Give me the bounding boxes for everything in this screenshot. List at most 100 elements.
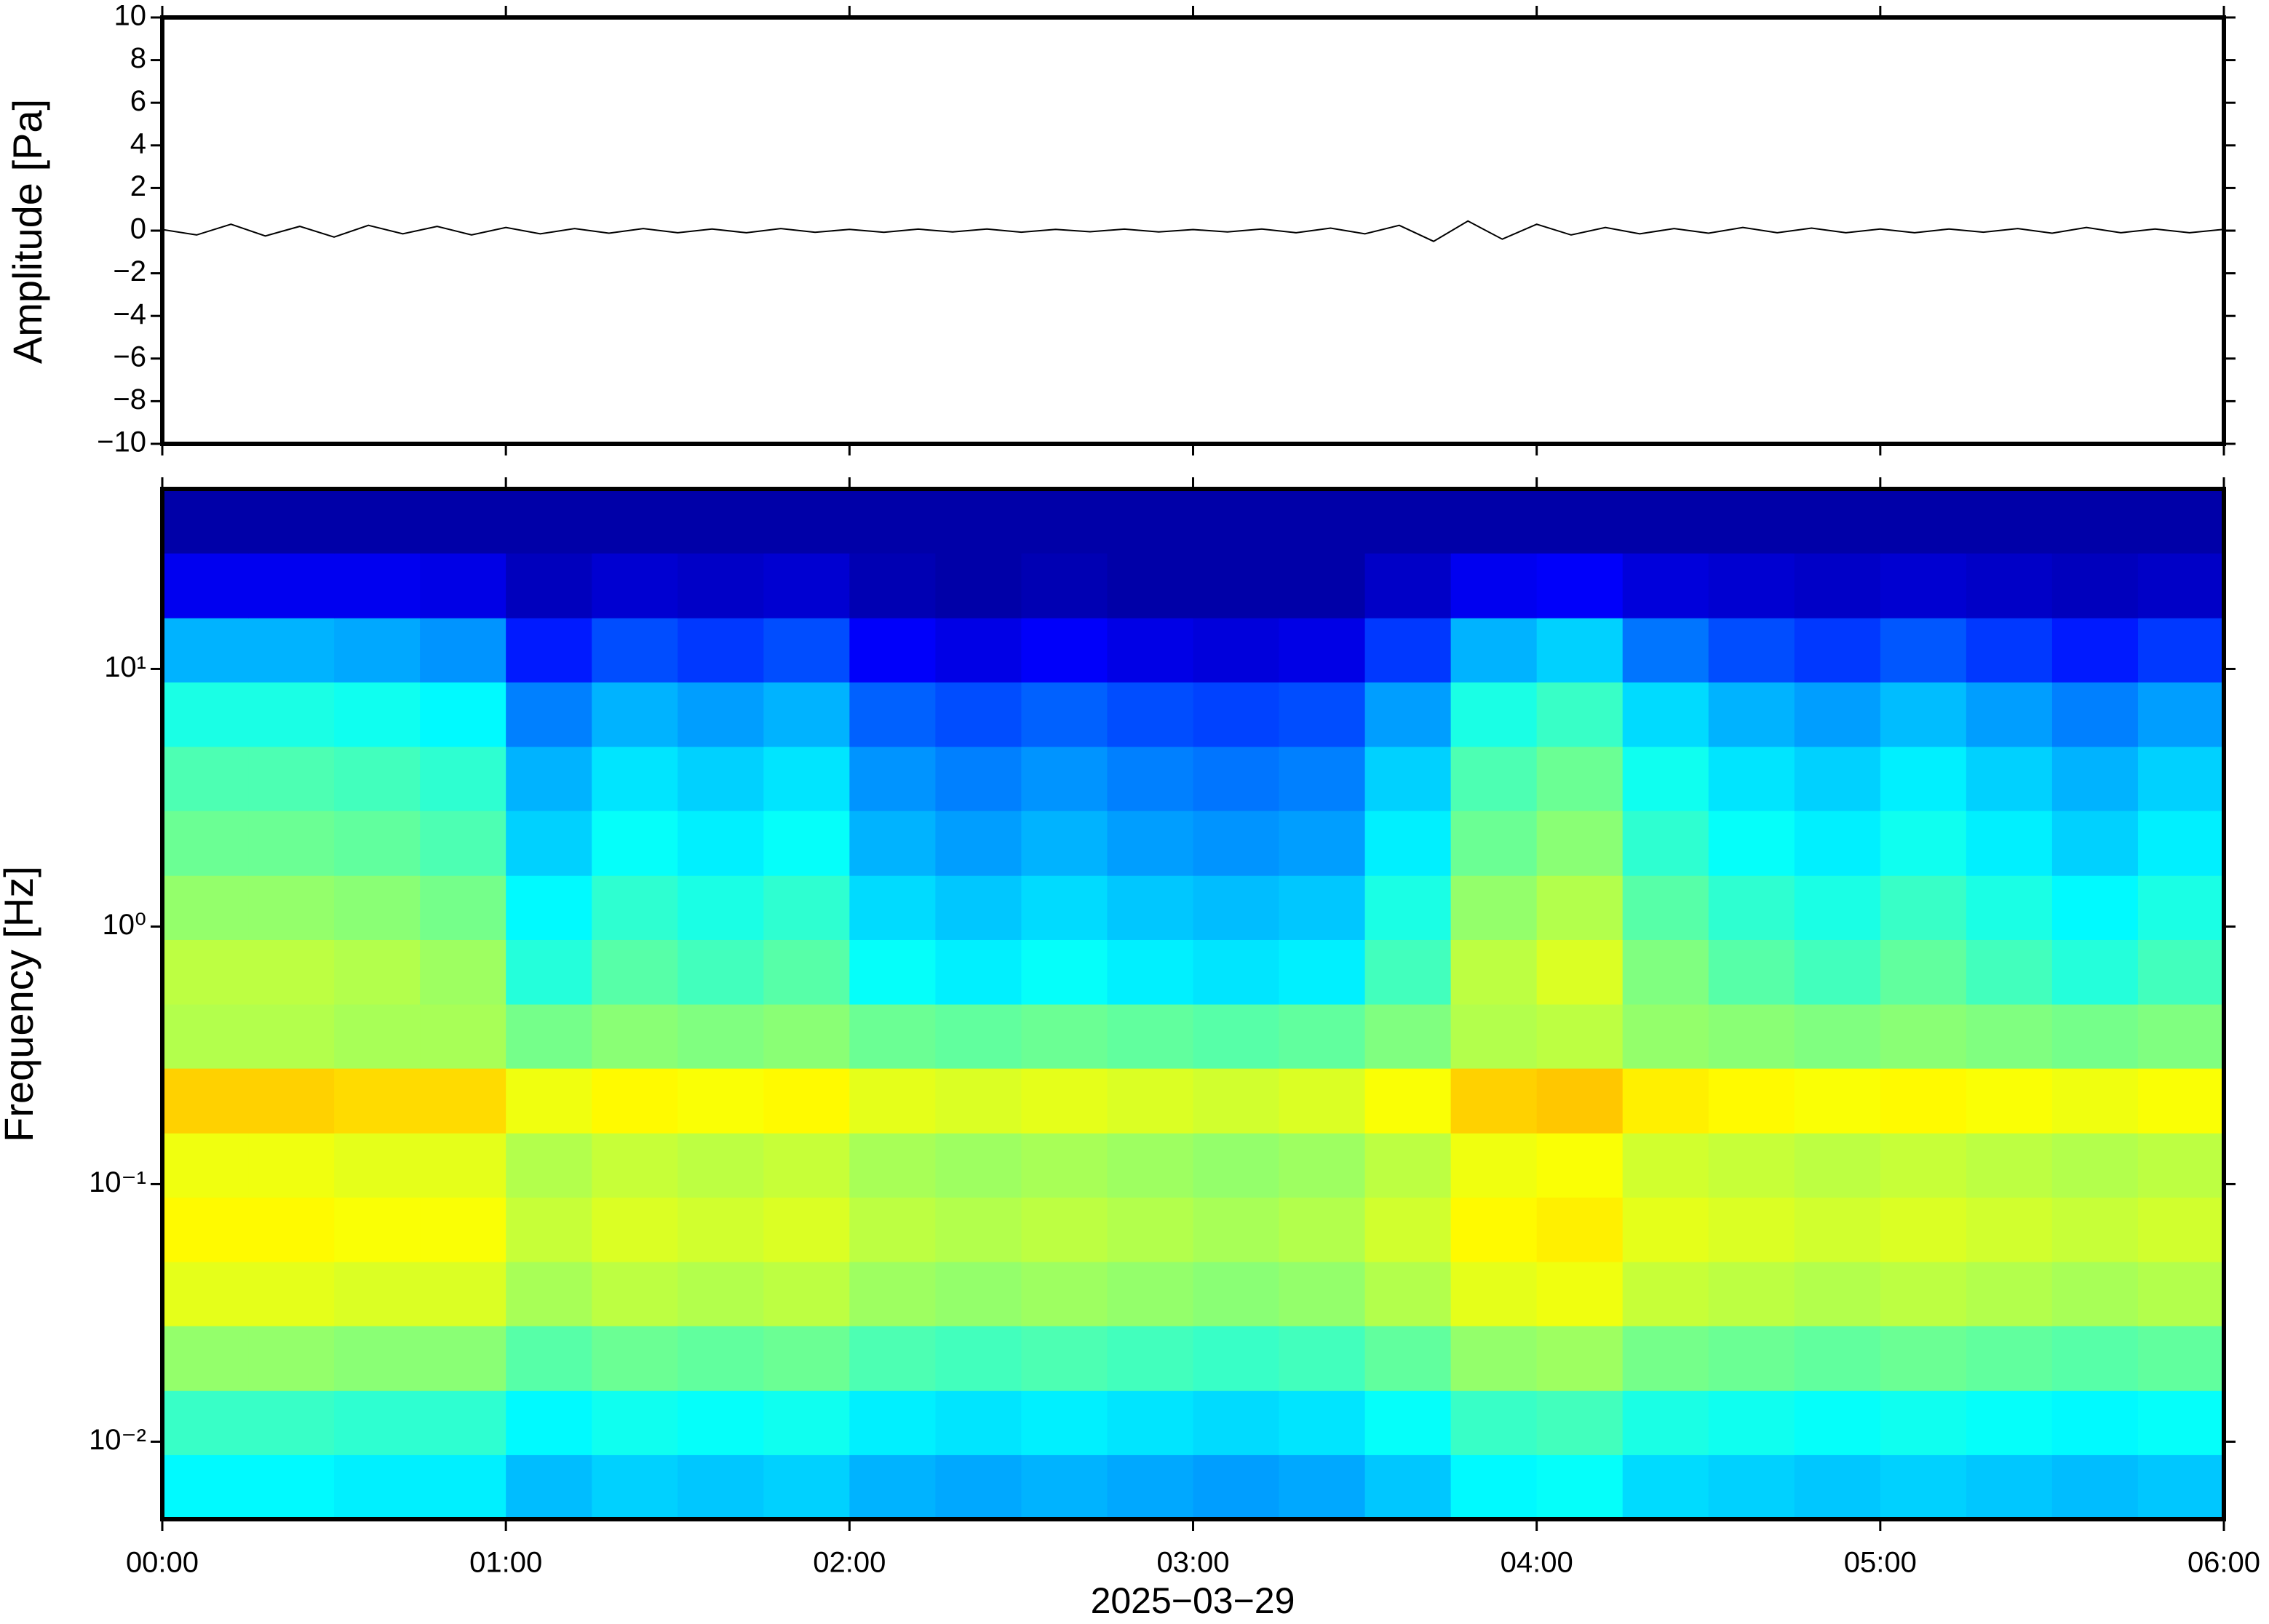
spectrogram-cell — [1622, 1004, 1709, 1069]
spectrogram-cell — [592, 939, 678, 1005]
spectrogram-cell — [1966, 1004, 2053, 1069]
spectrogram-cell — [162, 1197, 249, 1262]
spectrogram-cell — [1622, 1390, 1709, 1455]
spectrogram-cell — [1880, 1262, 1967, 1326]
spectrogram-cell — [1450, 1068, 1538, 1134]
spectrogram-cell — [1794, 553, 1881, 618]
spectrogram-cell — [763, 553, 850, 618]
spectrogram-cell — [1364, 682, 1452, 747]
spectrogram-cell — [1193, 875, 1280, 940]
spectrogram-cell — [849, 747, 936, 811]
spectrogram-cell — [2051, 1454, 2139, 1520]
spectrogram-cell — [162, 1004, 249, 1069]
x-tick-label: 04:00 — [1501, 1547, 1573, 1579]
spectrogram-cell — [677, 747, 764, 811]
spectrogram-cell — [1794, 1068, 1881, 1134]
spectrogram-cell — [1107, 489, 1194, 554]
spectrogram-cell — [2051, 1133, 2139, 1198]
spectrogram-cell — [1966, 1454, 2053, 1520]
y-tick-label: −8 — [113, 383, 146, 415]
spectrogram-cell — [677, 553, 764, 618]
spectrogram-cell — [334, 682, 421, 747]
spectrogram-cell — [1536, 1326, 1624, 1391]
spectrogram-cell — [592, 747, 678, 811]
y-tick-label: 10 — [114, 0, 147, 32]
spectrogram-cell — [763, 1454, 850, 1520]
spectrogram-cell — [1880, 1004, 1967, 1069]
spectrogram-cell — [1193, 1326, 1280, 1391]
spectrogram-cell — [1450, 553, 1538, 618]
y-tick-label: −6 — [113, 341, 146, 373]
spectrogram-cell — [334, 875, 421, 940]
spectrogram-cell — [1279, 747, 1366, 811]
spectrogram-cell — [248, 618, 335, 682]
spectrogram-cell — [849, 1197, 936, 1262]
spectrogram-cell — [1966, 489, 2053, 554]
spectrogram-cell — [162, 1262, 249, 1326]
y-axis-label: Amplitude [Pa] — [4, 99, 50, 364]
spectrogram-cell — [162, 618, 249, 682]
spectrogram-cell — [1966, 811, 2053, 876]
spectrogram-cell — [162, 1326, 249, 1391]
spectrogram-cell — [248, 553, 335, 618]
spectrogram-cell — [935, 1004, 1022, 1069]
spectrogram-cell — [420, 1197, 506, 1262]
spectrogram-cell — [677, 1068, 764, 1134]
spectrogram-cell — [1708, 1197, 1795, 1262]
spectrogram-cell — [506, 1197, 592, 1262]
spectrogram-cell — [2137, 1326, 2225, 1391]
spectrogram-cell — [1708, 1454, 1795, 1520]
spectrogram-cell — [1880, 1068, 1967, 1134]
spectrogram-cell — [1536, 553, 1624, 618]
spectrogram-cell — [2051, 489, 2139, 554]
y-tick-label: 6 — [130, 85, 146, 117]
spectrogram-cell — [2051, 1004, 2139, 1069]
spectrogram-cell — [506, 1262, 592, 1326]
spectrogram-cell — [1708, 1068, 1795, 1134]
spectrogram-cell — [1364, 1133, 1452, 1198]
spectrogram-cell — [1794, 1326, 1881, 1391]
spectrogram-cell — [334, 1454, 421, 1520]
spectrogram-cell — [420, 747, 506, 811]
spectrogram-cell — [763, 1068, 850, 1134]
spectrogram-cell — [1193, 939, 1280, 1005]
spectrogram-cell — [162, 553, 249, 618]
spectrogram-cell — [1966, 1262, 2053, 1326]
spectrogram-cell — [1450, 939, 1538, 1005]
spectrogram-cell — [592, 1004, 678, 1069]
spectrogram-cell — [1966, 553, 2053, 618]
spectrogram-cell — [1450, 811, 1538, 876]
spectrogram-cell — [1622, 1326, 1709, 1391]
spectrogram-cell — [677, 1454, 764, 1520]
spectrogram-cell — [1708, 553, 1795, 618]
spectrogram-cell — [1880, 1133, 1967, 1198]
spectrogram-cell — [2137, 682, 2225, 747]
spectrogram-cell — [1450, 489, 1538, 554]
spectrogram-cell — [1536, 489, 1624, 554]
spectrogram-cell — [248, 1262, 335, 1326]
spectrogram-cell — [506, 682, 592, 747]
spectrogram-cell — [2051, 682, 2139, 747]
x-axis-label: 2025−03−29 — [1091, 1580, 1295, 1621]
spectrogram-cell — [1536, 875, 1624, 940]
spectrogram-cell — [506, 1390, 592, 1455]
spectrogram-cell — [1021, 811, 1108, 876]
spectrogram-cell — [1622, 1197, 1709, 1262]
spectrogram-cell — [1622, 1262, 1709, 1326]
spectrogram-cell — [1364, 875, 1452, 940]
spectrogram-cell — [763, 939, 850, 1005]
spectrogram-cell — [334, 618, 421, 682]
spectrogram-cell — [506, 747, 592, 811]
spectrogram-cell — [1021, 1390, 1108, 1455]
spectrogram-cell — [2051, 1390, 2139, 1455]
spectrogram-cell — [1107, 1454, 1194, 1520]
spectrogram-cell — [1364, 618, 1452, 682]
spectrogram-cell — [1021, 1326, 1108, 1391]
spectrogram-cell — [1107, 682, 1194, 747]
y-tick-label: 4 — [130, 127, 146, 159]
spectrogram-cell — [1794, 1390, 1881, 1455]
spectrogram-cell — [1708, 1262, 1795, 1326]
spectrogram-cell — [2137, 747, 2225, 811]
spectrogram-cell — [1536, 682, 1624, 747]
